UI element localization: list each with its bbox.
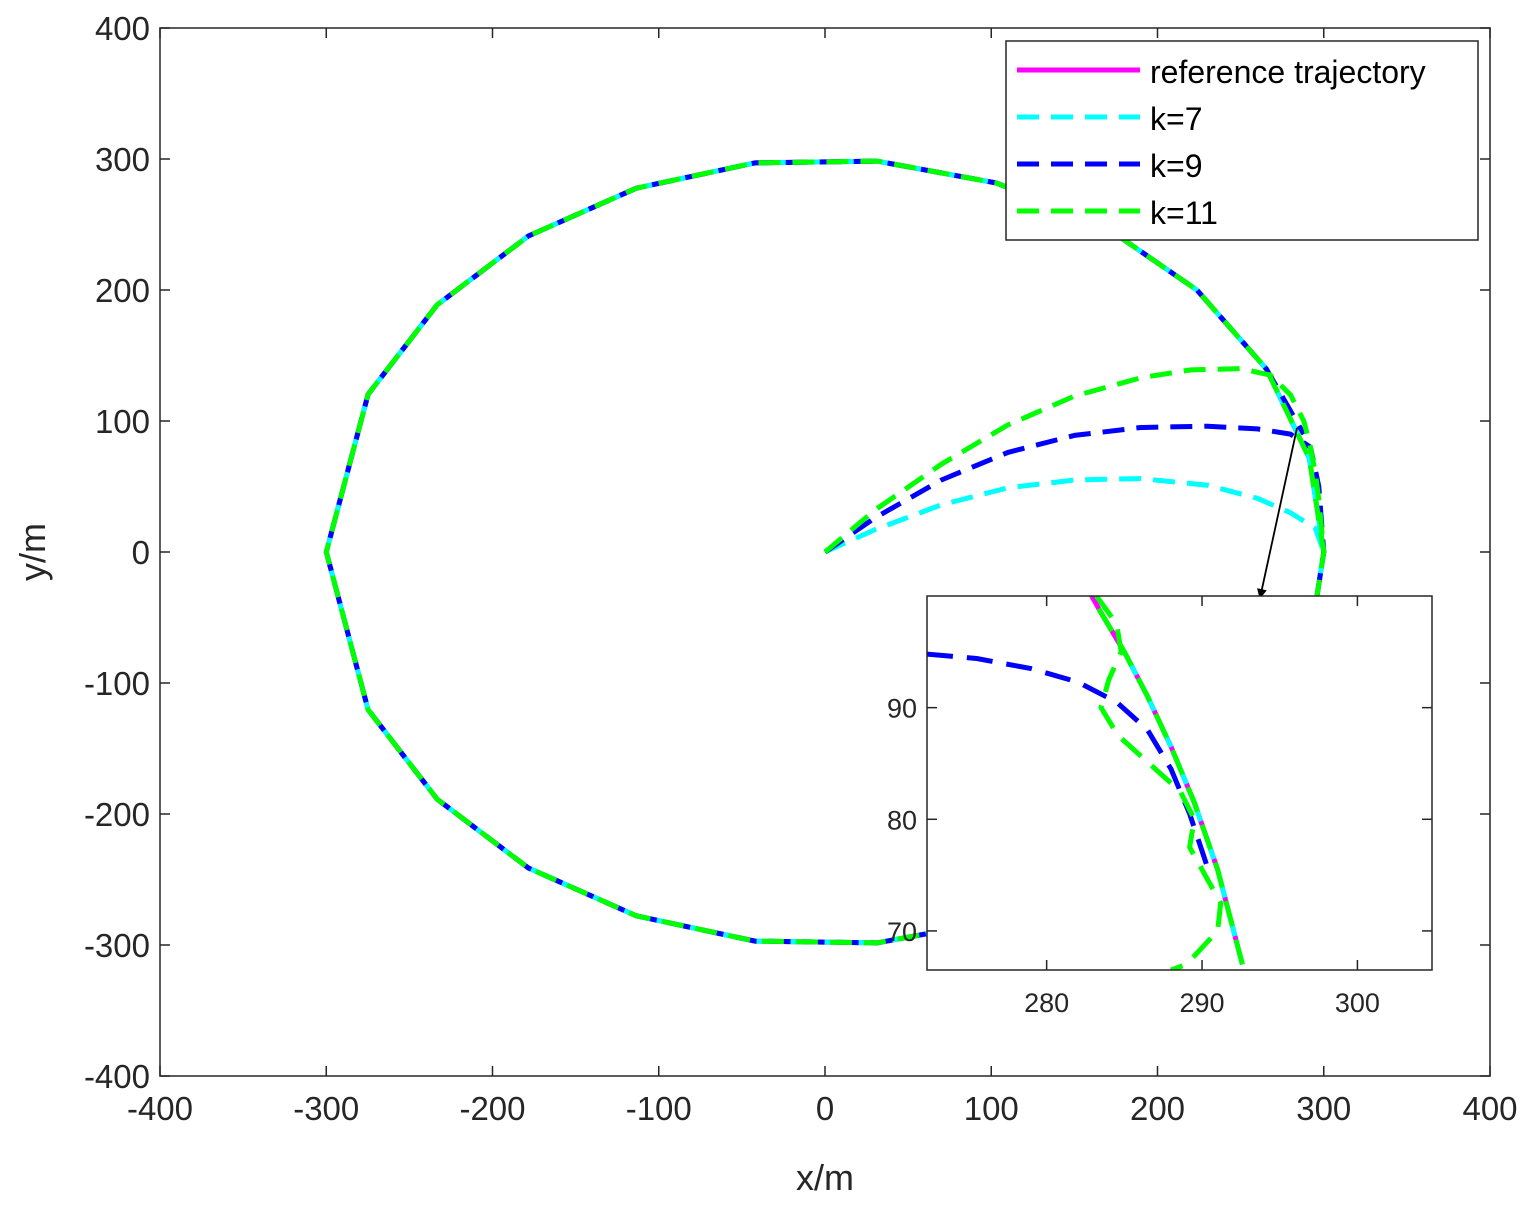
legend-label-k11: k=11 [1150,195,1218,231]
inset-series-k11-extra [1088,596,1245,966]
main-x-tick-label: 300 [1296,1090,1351,1127]
inset-series-group [927,596,1245,970]
inset-ticks: 280 290 300 70 80 90 [887,596,1432,1018]
inset-x-tick-label: 300 [1335,988,1380,1018]
legend-box [1005,40,1479,241]
x-axis-label: x/m [796,1157,854,1198]
legend-label-k9: k=9 [1150,148,1202,184]
y-axis-label: y/m [12,523,53,581]
zoom-arrow [1257,427,1298,599]
main-y-tick-label: -200 [84,796,150,833]
main-x-tick-label: -100 [626,1090,692,1127]
main-y-tick-label: -400 [84,1058,150,1095]
legend: reference trajectory k=7 k=9 k=11 [1005,40,1479,241]
inset-y-tick-label: 70 [887,917,917,947]
main-y-tick-label: 100 [95,403,150,440]
legend-label-k7: k=7 [1150,101,1202,137]
main-axes: -400 -300 -200 -100 0 100 200 300 400 -400 -300 -20… [12,10,1518,1198]
legend-label-reference: reference trajectory [1150,54,1426,90]
main-x-tick-label: 200 [1130,1090,1185,1127]
inset-axes: 280 290 300 70 80 90 [887,595,1433,1018]
main-y-tick-label: -100 [84,665,150,702]
main-y-tick-label: 400 [95,10,150,47]
inset-y-tick-label: 90 [887,694,917,724]
main-x-tick-label: -300 [293,1090,359,1127]
inset-plot-frame [926,595,1433,971]
main-ticks: -400 -300 -200 -100 0 100 200 300 400 -400 -300 -20… [84,10,1518,1127]
inset-x-tick-label: 280 [1024,988,1069,1018]
main-x-tick-label: 0 [816,1090,834,1127]
main-y-tick-label: 200 [95,272,150,309]
main-x-tick-label: 400 [1462,1090,1517,1127]
inset-series-k11 [1094,596,1224,970]
main-y-tick-label: -300 [84,927,150,964]
inset-y-tick-label: 80 [887,805,917,835]
main-y-tick-label: 300 [95,141,150,178]
inset-x-tick-label: 290 [1179,988,1224,1018]
main-x-tick-label: -400 [127,1090,193,1127]
main-x-tick-label: -200 [459,1090,525,1127]
main-y-tick-label: 0 [132,534,150,571]
main-x-tick-label: 100 [964,1090,1019,1127]
